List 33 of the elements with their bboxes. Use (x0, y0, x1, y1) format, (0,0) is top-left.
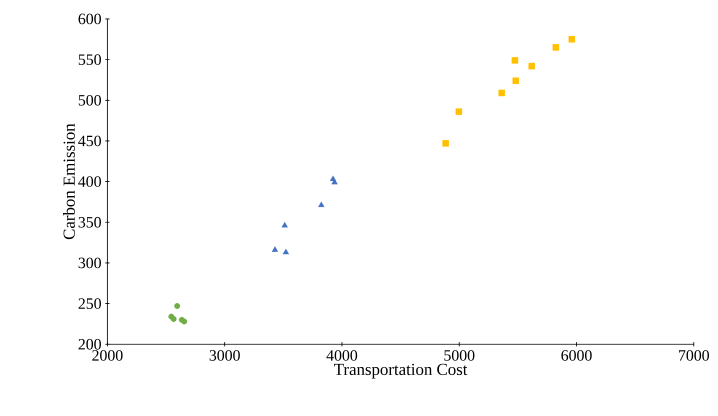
x-tick-label: 7000 (679, 350, 709, 361)
x-tick-label: 4000 (326, 350, 358, 361)
x-axis-title: Transportation Cost (334, 364, 468, 379)
point (498, 90, 505, 96)
point (331, 178, 338, 184)
x-tick-label: 5000 (444, 350, 474, 361)
y-tick-label: 550 (78, 54, 101, 66)
point (512, 57, 518, 64)
point (272, 246, 278, 252)
point (181, 318, 188, 325)
y-tick-label: 350 (78, 217, 101, 228)
y-tick-label: 400 (78, 176, 101, 187)
x-tick-label: 6000 (561, 350, 592, 361)
y-axis-title: Carbon Emission (63, 124, 75, 240)
y-tick-label: 200 (78, 339, 101, 350)
y-tick-label: 250 (78, 298, 101, 309)
point (528, 62, 535, 70)
point (282, 248, 290, 254)
y-tick-label: 600 (78, 14, 101, 24)
x-tick-label: 3000 (210, 350, 240, 361)
point (170, 316, 177, 322)
point (512, 78, 520, 84)
point (552, 44, 560, 51)
y-tick-label: 300 (78, 258, 101, 268)
y-tick-label: 450 (78, 136, 101, 146)
point (282, 222, 288, 228)
point (456, 108, 462, 115)
y-tick-label: 500 (78, 95, 101, 106)
point (442, 140, 449, 147)
x-tick-label: 2000 (92, 350, 123, 361)
point (174, 303, 180, 310)
point (568, 36, 576, 43)
point (318, 202, 324, 208)
